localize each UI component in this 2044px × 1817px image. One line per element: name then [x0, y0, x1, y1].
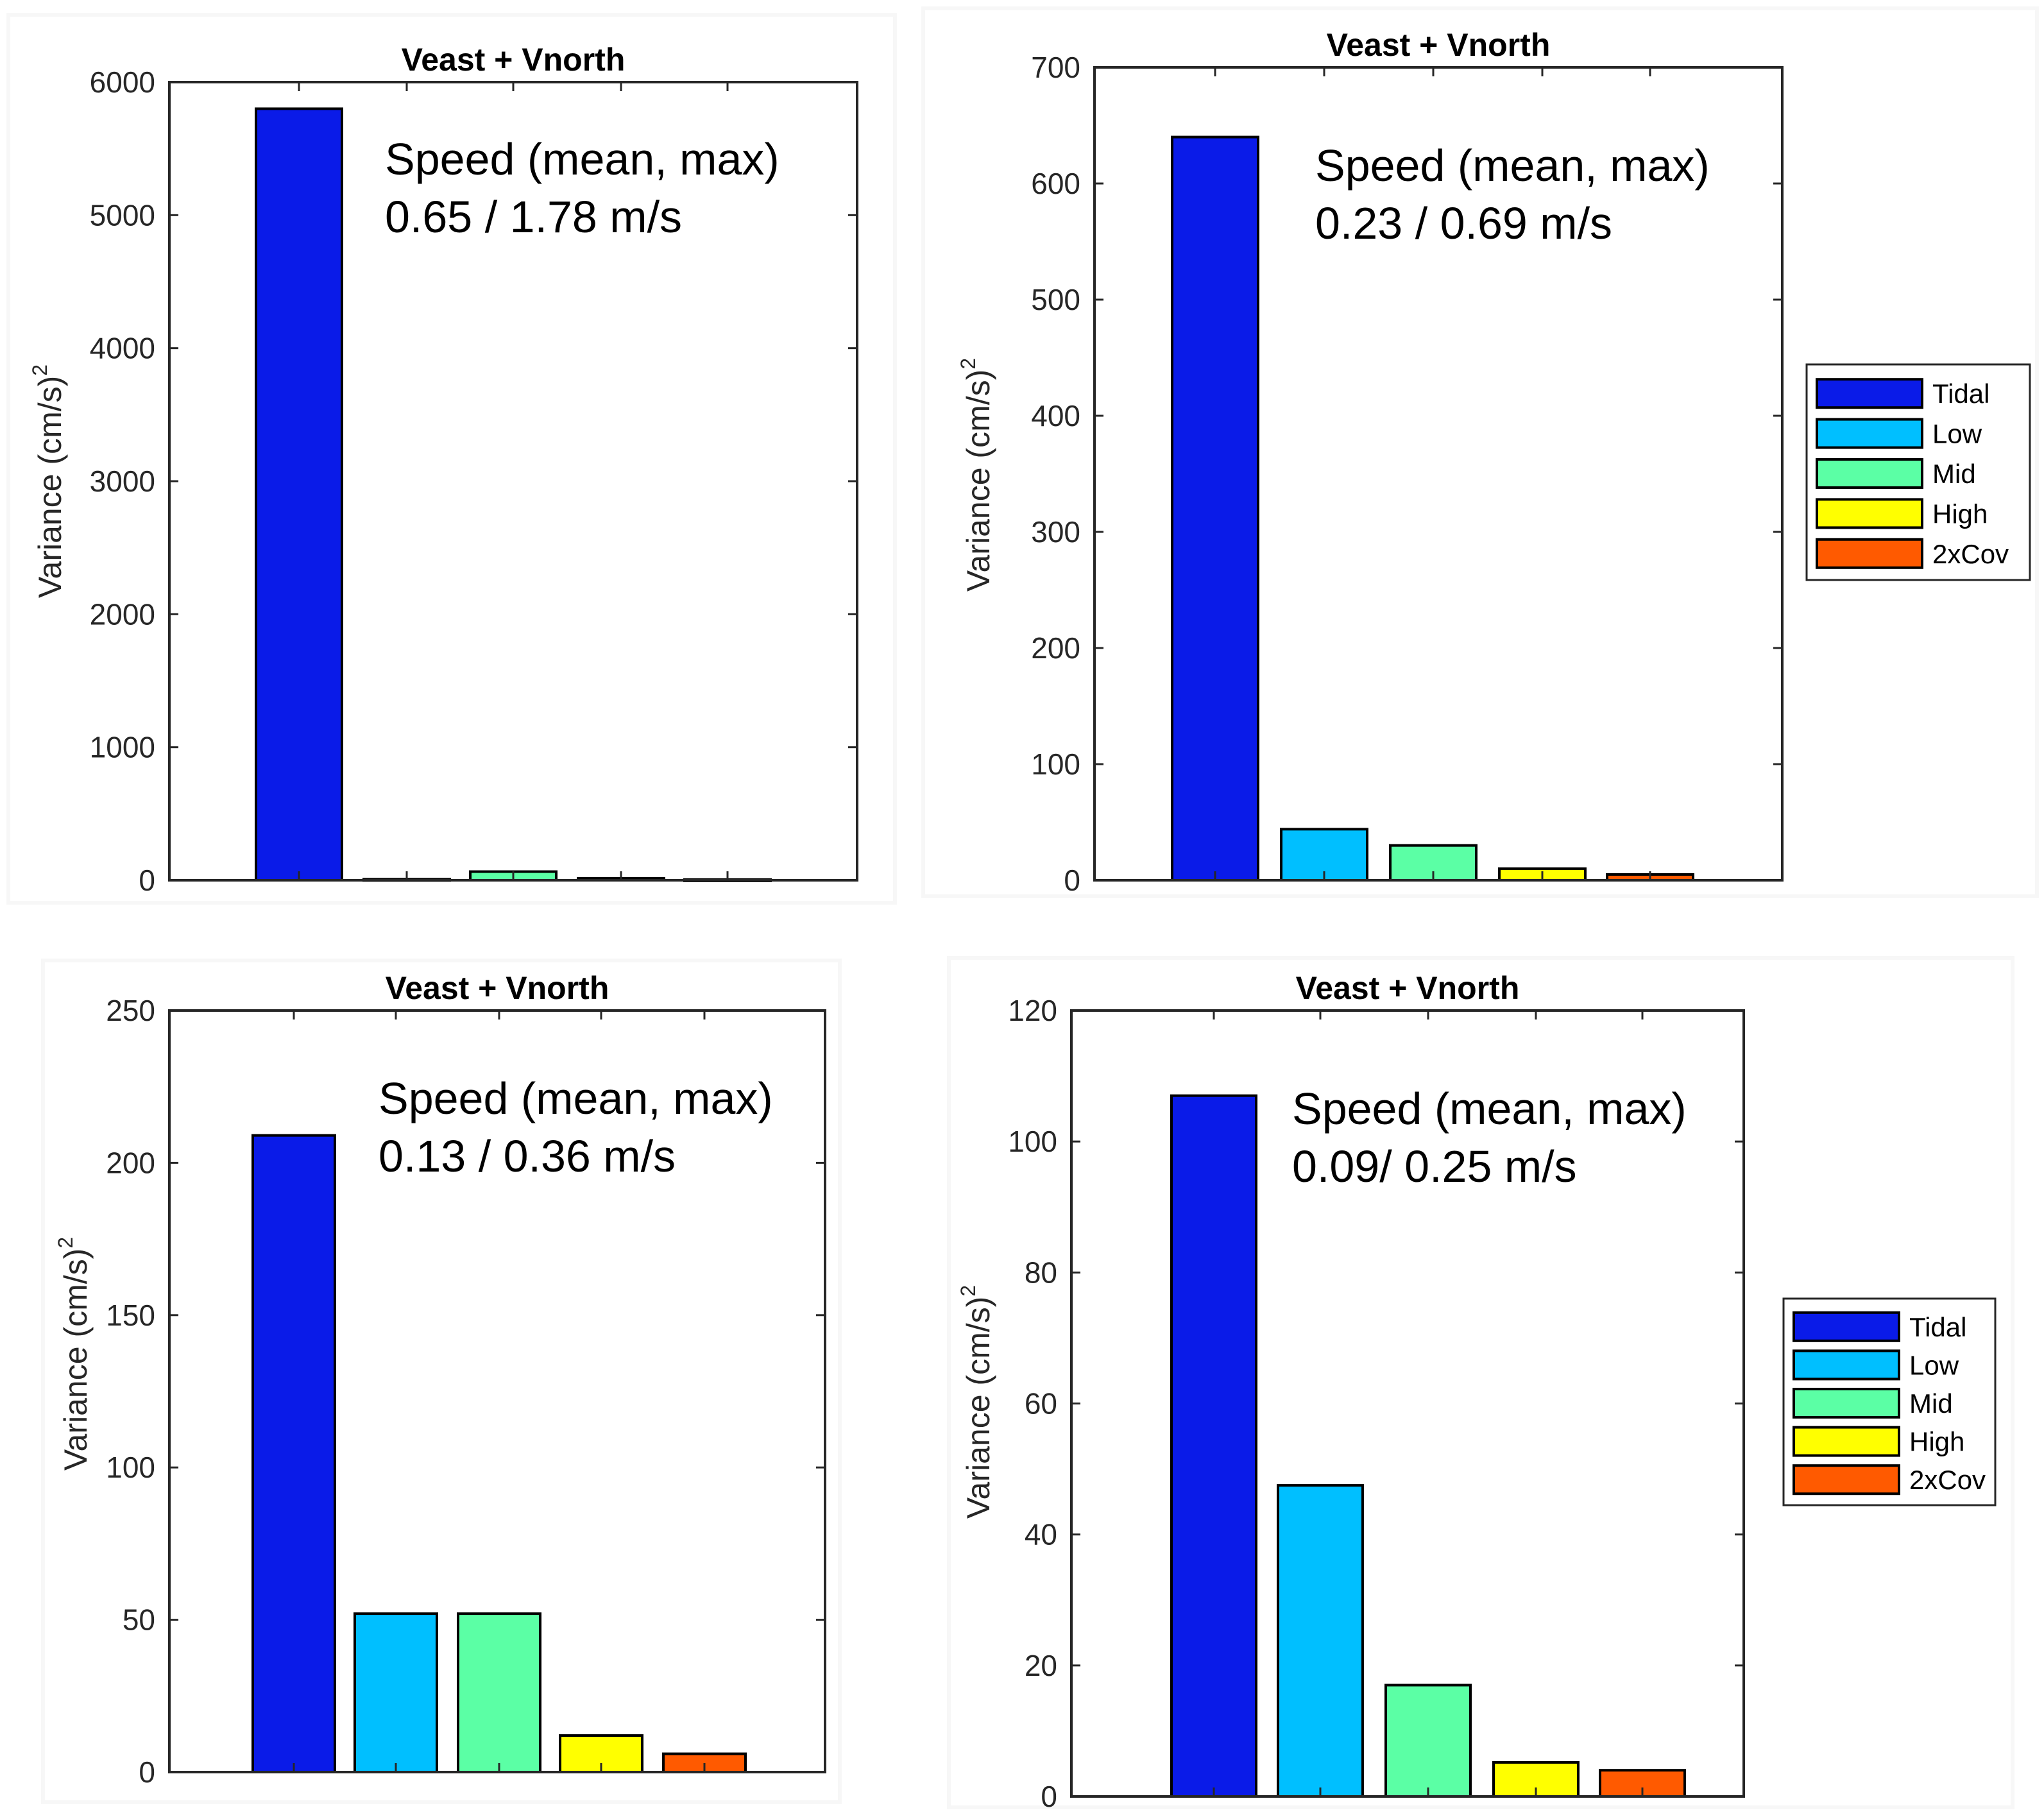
- legend-label-high: High: [1909, 1427, 1964, 1457]
- speed-annotation-values: 0.09/ 0.25 m/s: [1292, 1141, 1577, 1191]
- speed-annotation-title: Speed (mean, max): [1315, 141, 1710, 191]
- y-tick-label: 0: [1041, 1780, 1057, 1813]
- y-tick-label: 3000: [90, 465, 155, 498]
- y-tick-label: 50: [123, 1603, 155, 1637]
- legend-swatch-mid: [1793, 1388, 1900, 1419]
- legend: Tidal Low Mid High 2xCov: [1805, 363, 2031, 581]
- legend-swatch-2xcov: [1793, 1464, 1900, 1496]
- speed-annotation-title: Speed (mean, max): [379, 1073, 773, 1123]
- y-axis-label: Variance (cm/s)2: [957, 358, 996, 592]
- legend-label-low: Low: [1932, 419, 1982, 449]
- speed-annotation-title: Speed (mean, max): [385, 134, 779, 184]
- legend-swatch-low: [1793, 1349, 1900, 1381]
- chart-title: Veast + Vnorth: [1296, 970, 1520, 1006]
- y-tick-label: 4000: [90, 332, 155, 365]
- y-tick-label: 120: [1008, 994, 1057, 1027]
- bar-tidal: [251, 1134, 336, 1773]
- y-tick-label: 100: [106, 1451, 155, 1484]
- y-tick-label: 250: [106, 994, 155, 1027]
- legend-label-low: Low: [1909, 1350, 1959, 1380]
- y-tick-label: 300: [1031, 515, 1080, 549]
- y-tick-label: 400: [1031, 399, 1080, 432]
- legend-label-tidal: Tidal: [1932, 379, 1989, 409]
- legend-label-mid: Mid: [1909, 1388, 1953, 1419]
- bar-tidal: [1170, 1094, 1257, 1798]
- y-tick-label: 0: [139, 864, 155, 897]
- chart-title: Veast + Vnorth: [402, 42, 626, 78]
- speed-annotation-values: 0.23 / 0.69 m/s: [1315, 198, 1612, 248]
- y-tick-label: 100: [1008, 1125, 1057, 1158]
- bar-low: [1277, 1484, 1364, 1798]
- y-tick-label: 5000: [90, 198, 155, 232]
- legend-swatch-high: [1816, 498, 1923, 529]
- legend-label-mid: Mid: [1932, 459, 1976, 489]
- y-tick-label: 80: [1025, 1256, 1057, 1289]
- chart-title: Veast + Vnorth: [386, 970, 609, 1006]
- y-tick-label: 0: [139, 1755, 155, 1789]
- y-tick-label: 150: [106, 1299, 155, 1332]
- y-tick-label: 60: [1025, 1387, 1057, 1420]
- legend-label-2xcov: 2xCov: [1932, 539, 2009, 569]
- legend-label-tidal: Tidal: [1909, 1312, 1966, 1342]
- chart-panel-2: 0 100 200 300 400 500 600 700 Veast + Vnorth Vari…: [921, 6, 2039, 898]
- y-tick-label: 20: [1025, 1649, 1057, 1682]
- speed-annotation-values: 0.65 / 1.78 m/s: [385, 192, 682, 242]
- y-axis-label: Variance (cm/s)2: [54, 1237, 94, 1471]
- bar-mid: [1384, 1684, 1472, 1798]
- y-tick-label: 0: [1064, 864, 1080, 897]
- y-tick-label: 2000: [90, 597, 155, 631]
- y-tick-label: 40: [1025, 1518, 1057, 1551]
- y-axis-label: Variance (cm/s)2: [28, 364, 68, 598]
- bar-tidal: [255, 107, 343, 882]
- chart-title: Veast + Vnorth: [1327, 27, 1551, 63]
- legend-swatch-tidal: [1816, 378, 1923, 409]
- y-axis-label: Variance (cm/s)2: [957, 1285, 996, 1519]
- speed-annotation-title: Speed (mean, max): [1292, 1084, 1687, 1134]
- legend-label-2xcov: 2xCov: [1909, 1465, 1986, 1495]
- legend-swatch-mid: [1816, 458, 1923, 489]
- y-tick-label: 200: [1031, 631, 1080, 665]
- legend-swatch-low: [1816, 418, 1923, 449]
- axis-frame: [1093, 66, 1784, 882]
- panel-canvas: [45, 962, 838, 1800]
- speed-annotation-values: 0.13 / 0.36 m/s: [379, 1131, 676, 1181]
- y-tick-label: 500: [1031, 283, 1080, 316]
- y-tick-label: 200: [106, 1146, 155, 1179]
- panel-canvas: [10, 17, 893, 901]
- bar-low: [353, 1612, 438, 1773]
- chart-panel-1: 0 1000 2000 3000 4000 5000 6000 Veast + Vnorth V…: [6, 13, 897, 905]
- legend-swatch-2xcov: [1816, 538, 1923, 569]
- axis-frame: [168, 1009, 826, 1773]
- bar-tidal: [1171, 135, 1259, 882]
- chart-panel-4: 0 20 40 60 80 100 120 Veast + Vnorth Variance (c…: [947, 956, 2014, 1813]
- bar-mid: [457, 1612, 541, 1773]
- y-tick-label: 6000: [90, 65, 155, 99]
- legend-label-high: High: [1932, 499, 1988, 529]
- legend-swatch-tidal: [1793, 1311, 1900, 1342]
- legend-swatch-high: [1793, 1426, 1900, 1457]
- y-tick-label: 100: [1031, 747, 1080, 781]
- y-tick-label: 1000: [90, 731, 155, 764]
- y-tick-label: 600: [1031, 167, 1080, 200]
- y-tick-label: 700: [1031, 51, 1080, 84]
- legend: Tidal Low Mid High 2xCov: [1782, 1297, 1997, 1506]
- chart-panel-3: 0 50 100 150 200 250 Veast + Vnorth Variance (c…: [41, 959, 842, 1804]
